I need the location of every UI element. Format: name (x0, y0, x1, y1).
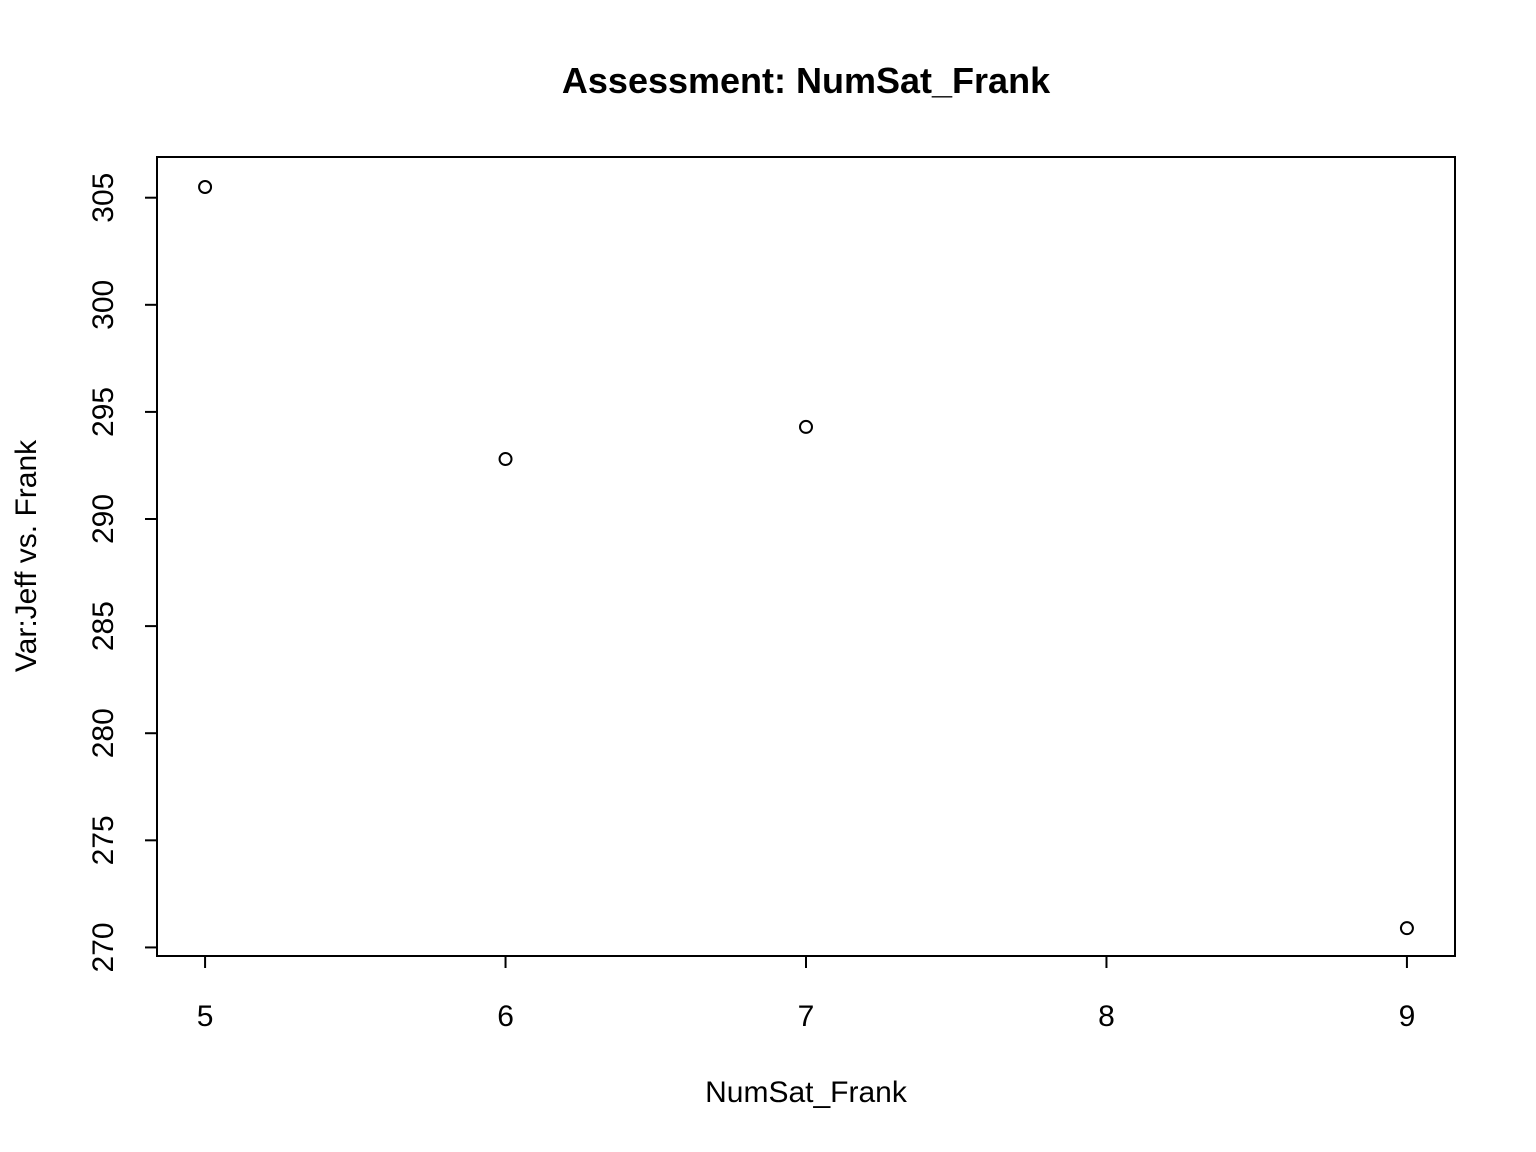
chart-title: Assessment: NumSat_Frank (562, 60, 1051, 101)
x-tick-label: 5 (197, 1000, 214, 1033)
x-tick-label: 7 (798, 1000, 815, 1033)
data-point (198, 179, 213, 194)
y-tick-label: 280 (87, 708, 120, 758)
data-points (198, 179, 1414, 936)
x-axis-label: NumSat_Frank (705, 1076, 908, 1109)
data-point (1399, 921, 1414, 936)
y-tick-label: 305 (87, 173, 120, 223)
x-tick-label: 9 (1399, 1000, 1416, 1033)
data-point (799, 419, 813, 434)
y-tick-label: 300 (87, 280, 120, 330)
y-tick-label: 295 (87, 387, 120, 437)
x-tick-label: 6 (497, 1000, 514, 1033)
y-tick-label: 290 (87, 494, 120, 544)
y-axis-label: Var:Jeff vs. Frank (10, 439, 43, 672)
plot-frame (156, 156, 1456, 957)
data-point (498, 452, 513, 467)
y-axis: 270 275 280 285 290 295 300 305 (87, 173, 158, 972)
y-tick-label: 275 (87, 815, 120, 865)
x-tick-label: 8 (1098, 1000, 1115, 1033)
y-tick-label: 285 (87, 601, 120, 651)
y-tick-label: 270 (87, 922, 120, 972)
x-axis: 5 6 7 8 9 (197, 955, 1416, 1033)
